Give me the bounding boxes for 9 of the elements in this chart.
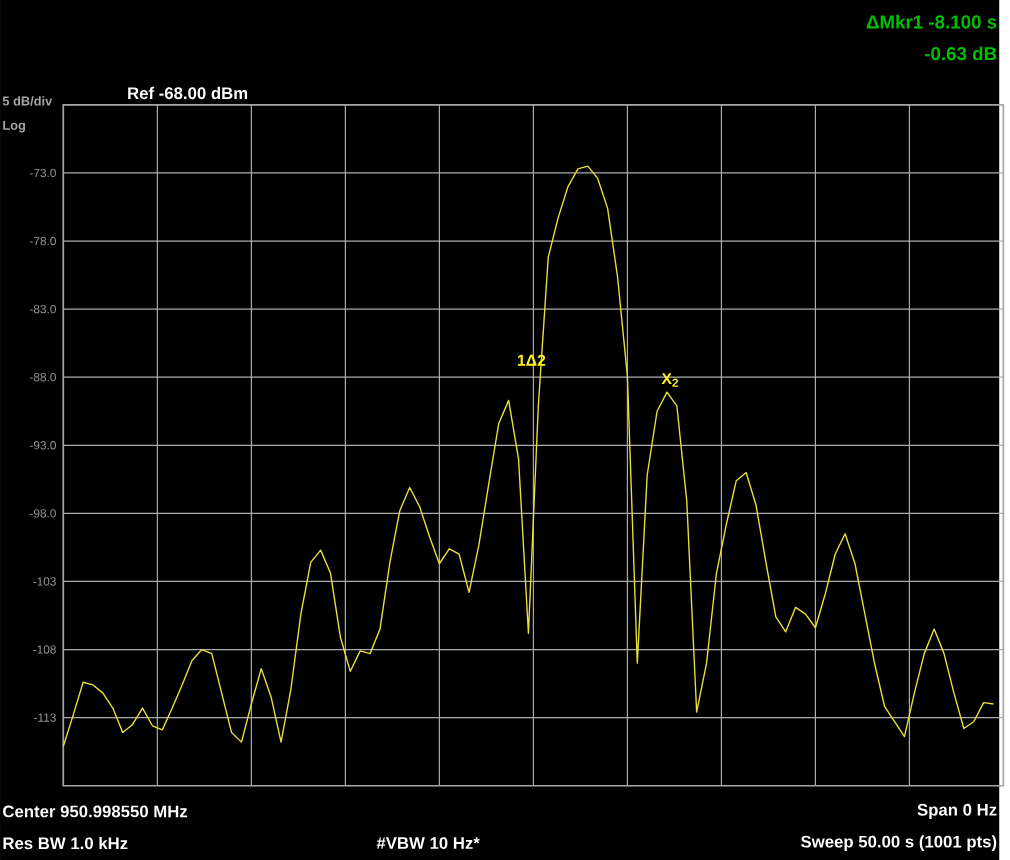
text: -0.63 dB: [924, 46, 997, 60]
line-series: [62, 165, 995, 747]
text: ΔMkr1 -8.100 s: [866, 14, 997, 29]
text: Center 950.998550 MHz: [3, 805, 188, 817]
text: Span 0 Hz: [917, 803, 997, 819]
text: Res BW 1.0 kHz: [3, 836, 128, 849]
text: Sweep 50.00 s (1001 pts): [801, 834, 997, 851]
text: Ref -68.00 dBm: [128, 86, 248, 99]
text: #VBW 10 Hz*: [376, 836, 480, 849]
